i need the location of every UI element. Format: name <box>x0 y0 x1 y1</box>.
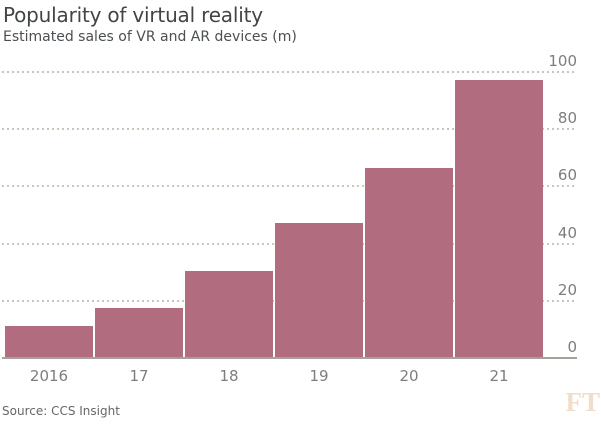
y-axis-label: 20 <box>557 280 577 299</box>
y-axis-label: 0 <box>567 338 577 356</box>
bar-21 <box>455 80 543 357</box>
ft-logo: FT <box>565 387 600 417</box>
chart-title: Popularity of virtual reality <box>3 3 263 27</box>
gridline <box>2 185 577 188</box>
y-axis-label: 100 <box>548 52 577 70</box>
x-axis-label: 20 <box>399 367 419 385</box>
bar-19 <box>275 223 363 357</box>
bar-17 <box>95 308 183 357</box>
chart-subtitle: Estimated sales of VR and AR devices (m) <box>3 29 297 45</box>
gridline <box>2 128 577 131</box>
bar-20 <box>365 168 453 357</box>
gridline <box>2 71 577 73</box>
bar-2016 <box>5 326 93 357</box>
x-axis-label: 2016 <box>29 367 69 385</box>
x-axis-line <box>2 357 577 359</box>
x-axis-label: 17 <box>129 367 149 385</box>
x-axis-label: 18 <box>219 367 239 385</box>
y-axis-label: 40 <box>557 223 577 242</box>
y-axis-label: 80 <box>557 109 577 128</box>
x-axis-label: 21 <box>489 367 509 385</box>
x-axis-label: 19 <box>309 367 329 385</box>
bar-18 <box>185 271 273 357</box>
source-text: Source: CCS Insight <box>2 404 120 418</box>
y-axis-label: 60 <box>557 166 577 185</box>
